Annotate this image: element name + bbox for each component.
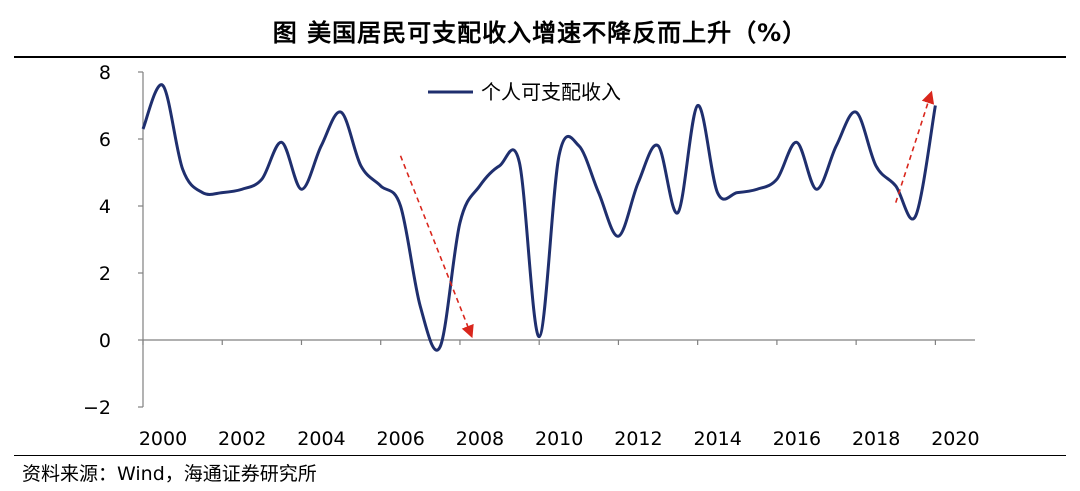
y-tick-label: 4 — [99, 196, 111, 218]
chart-title-bar: 图 美国居民可支配收入增速不降反而上升（%） — [14, 10, 1066, 50]
x-tick-label: 2016 — [773, 428, 821, 450]
legend-label: 个人可支配收入 — [481, 80, 621, 104]
x-tick-label: 2018 — [852, 428, 900, 450]
y-tick-label: −2 — [83, 397, 111, 419]
y-tick-label: 8 — [99, 62, 111, 84]
x-tick-label: 2020 — [931, 428, 979, 450]
x-tick-label: 2004 — [297, 428, 345, 450]
x-tick-label: 2014 — [693, 428, 741, 450]
annotations-group — [399, 90, 935, 339]
y-tick-label: 6 — [99, 129, 111, 151]
source-divider — [14, 455, 1066, 456]
trend-arrow-0 — [399, 155, 474, 339]
x-tick-label: 2008 — [456, 428, 504, 450]
x-tick-label: 2000 — [139, 428, 187, 450]
x-tick-label: 2006 — [377, 428, 425, 450]
series-group — [141, 83, 937, 352]
series-line-0 — [141, 83, 937, 352]
y-tick-label: 2 — [99, 263, 111, 285]
axes-group: −2 0 2 4 6 8 2000 2002 2004 2006 2008 2010 2012 2014 2… — [83, 62, 980, 450]
x-tick-label: 2002 — [218, 428, 266, 450]
legend: 个人可支配收入 — [428, 80, 621, 104]
x-tick-label: 2012 — [614, 428, 662, 450]
x-tick-label: 2010 — [535, 428, 583, 450]
y-tick-label: 0 — [99, 330, 111, 352]
chart-title: 图 美国居民可支配收入增速不降反而上升（%） — [272, 18, 808, 47]
trend-arrow-1 — [895, 90, 935, 203]
source-note: 资料来源：Wind，海通证券研究所 — [22, 463, 317, 485]
title-divider — [14, 56, 1066, 58]
